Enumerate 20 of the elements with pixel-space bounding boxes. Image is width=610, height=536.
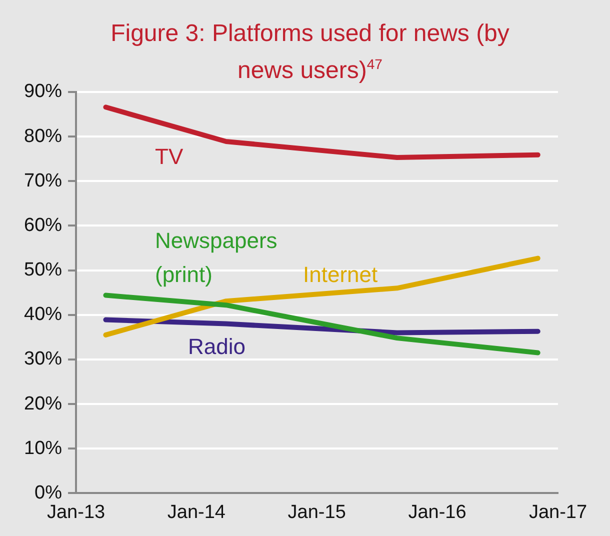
- x-tick-label: Jan-14: [167, 502, 226, 523]
- y-tick-label: 80%: [24, 126, 62, 147]
- y-tick-label: 20%: [24, 393, 62, 414]
- y-tick-label: 10%: [24, 438, 62, 459]
- x-tick-label: Jan-17: [528, 502, 588, 523]
- y-tick-label: 0%: [34, 482, 62, 504]
- chart-title: Figure 3: Platforms used for news (by news users)$^{47}$: [110, 19, 510, 86]
- y-tick-label: 30%: [24, 348, 62, 370]
- x-tick-label: Jan-16: [408, 502, 466, 523]
- y-tick-label: 50%: [24, 260, 62, 281]
- series-label: TV: [155, 144, 184, 170]
- series-label: Radio: [188, 334, 246, 360]
- x-tick-label: Jan-13: [46, 502, 106, 523]
- series-label: Internet: [303, 262, 378, 288]
- y-tick-label: 70%: [24, 170, 62, 192]
- y-tick-label: 90%: [24, 81, 62, 102]
- x-tick-label: Jan-15: [288, 502, 346, 523]
- y-tick-label: 60%: [24, 214, 62, 236]
- y-tick-label: 40%: [24, 304, 62, 326]
- series-label: Newspapers (print): [155, 228, 278, 288]
